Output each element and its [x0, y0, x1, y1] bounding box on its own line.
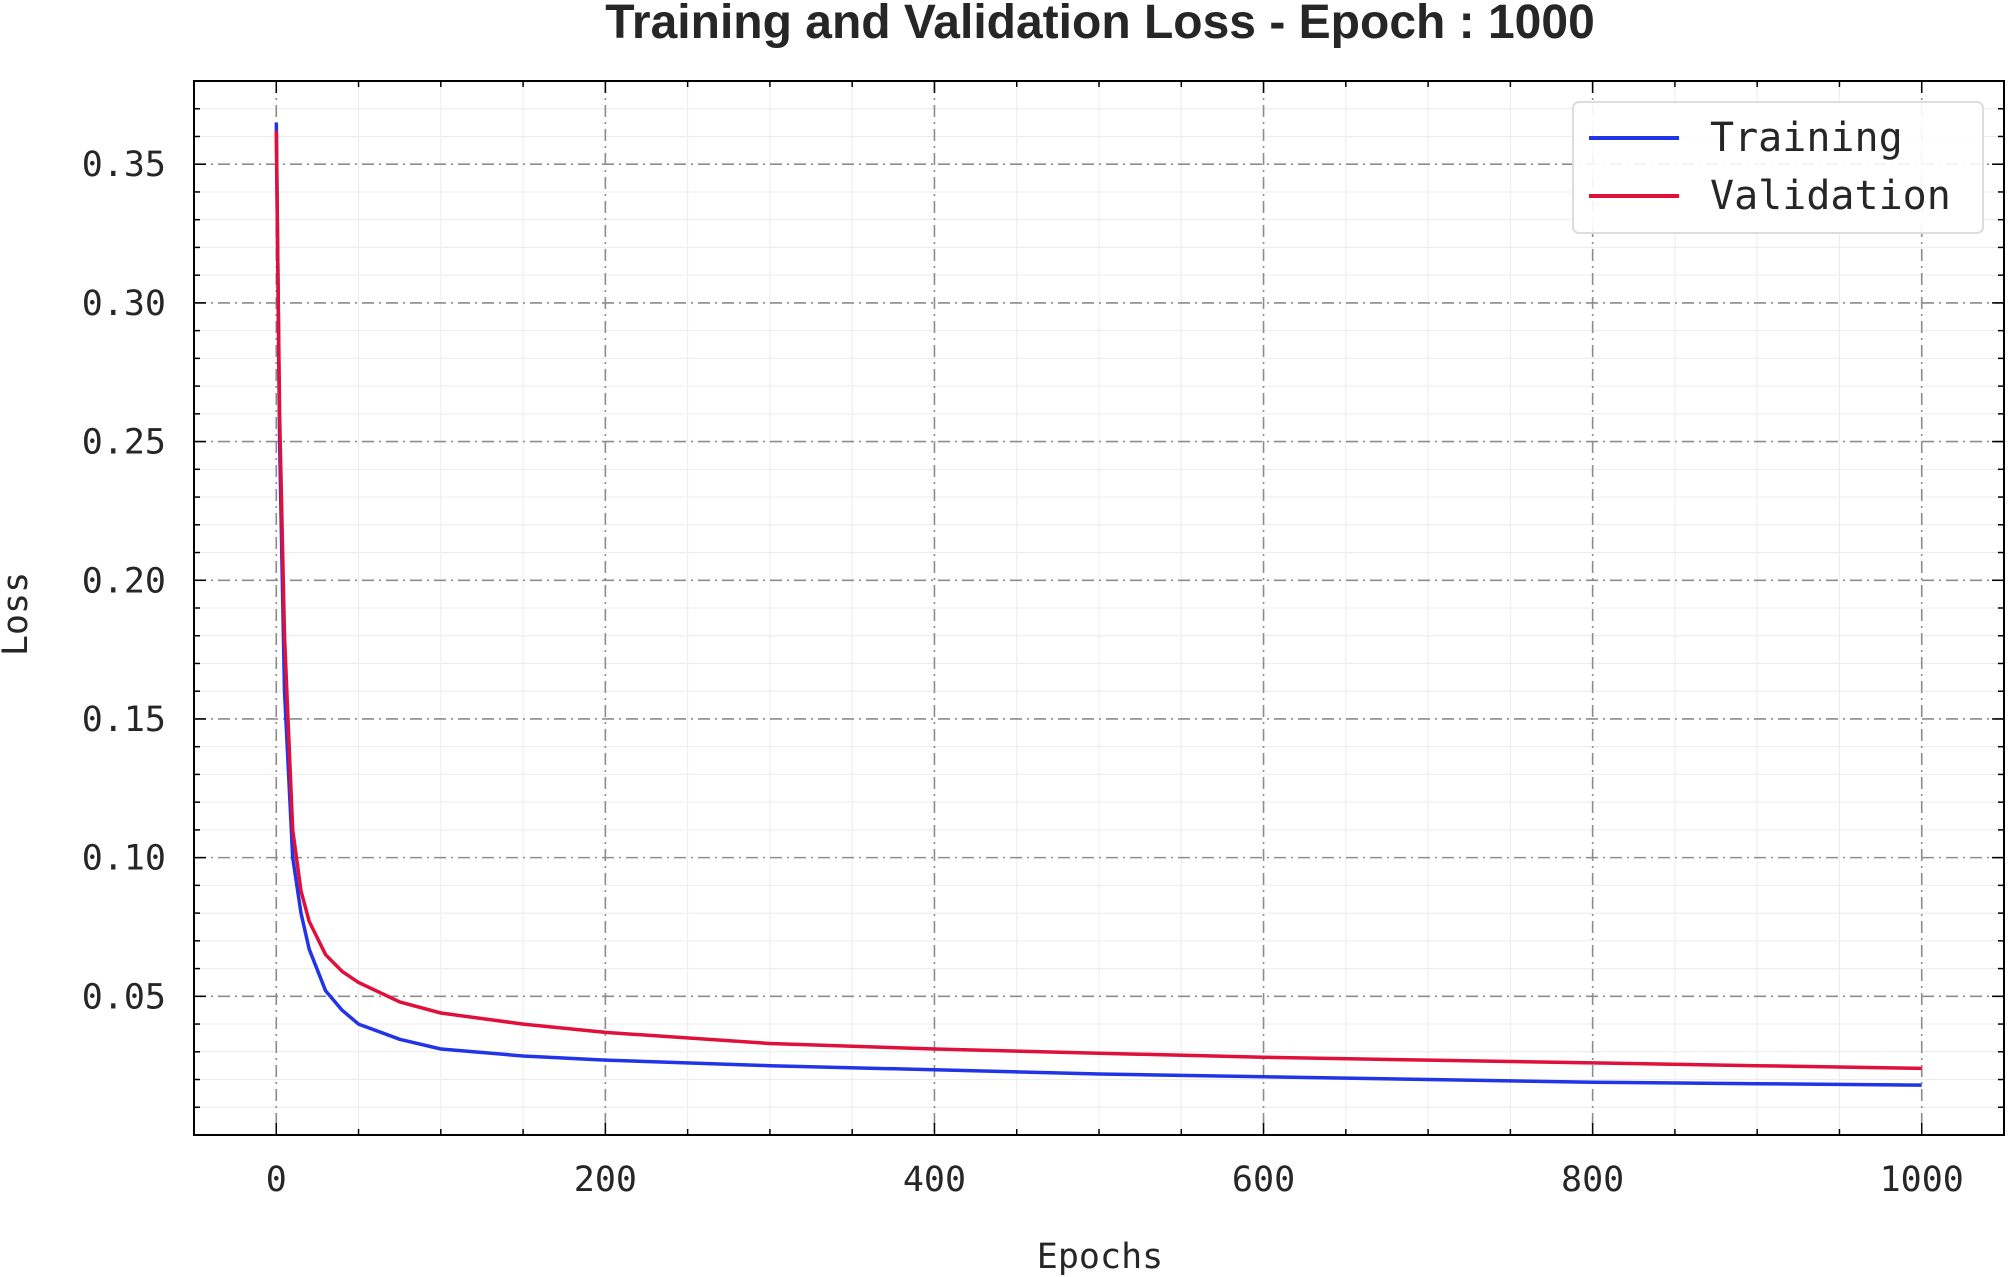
y-tick-label: 0.15 [82, 700, 166, 740]
x-axis: 0 200 400 600 800 1000 [266, 81, 1964, 1200]
y-tick-label: 0.20 [82, 561, 166, 601]
y-tick-label: 0.35 [82, 145, 166, 185]
x-axis-label: Epochs [1037, 1237, 1163, 1277]
series-line-training [274, 122, 1922, 1087]
legend: Training Validation [1572, 101, 1984, 234]
y-axis: 0.05 0.10 0.15 0.20 0.25 0.30 0.35 [82, 107, 2004, 1109]
y-tick-label: 0.25 [82, 423, 166, 463]
x-tick-label: 200 [574, 1160, 637, 1200]
legend-box [1572, 101, 1984, 234]
y-tick-label: 0.05 [82, 977, 166, 1017]
series-lines [274, 122, 1922, 1087]
series-line-validation [274, 130, 1922, 1071]
chart-title: Training and Validation Loss - Epoch : 1… [605, 0, 1595, 49]
y-axis-label: Loss [0, 572, 36, 656]
y-tick-label: 0.30 [82, 284, 166, 324]
x-tick-label: 600 [1232, 1160, 1295, 1200]
legend-label-validation: Validation [1710, 173, 1951, 219]
y-tick-label: 0.10 [82, 839, 166, 879]
x-tick-label: 0 [266, 1160, 287, 1200]
x-tick-label: 1000 [1880, 1160, 1964, 1200]
minor-grid [194, 81, 2004, 1135]
x-tick-label: 800 [1561, 1160, 1624, 1200]
legend-label-training: Training [1710, 115, 1903, 161]
x-tick-label: 400 [903, 1160, 966, 1200]
